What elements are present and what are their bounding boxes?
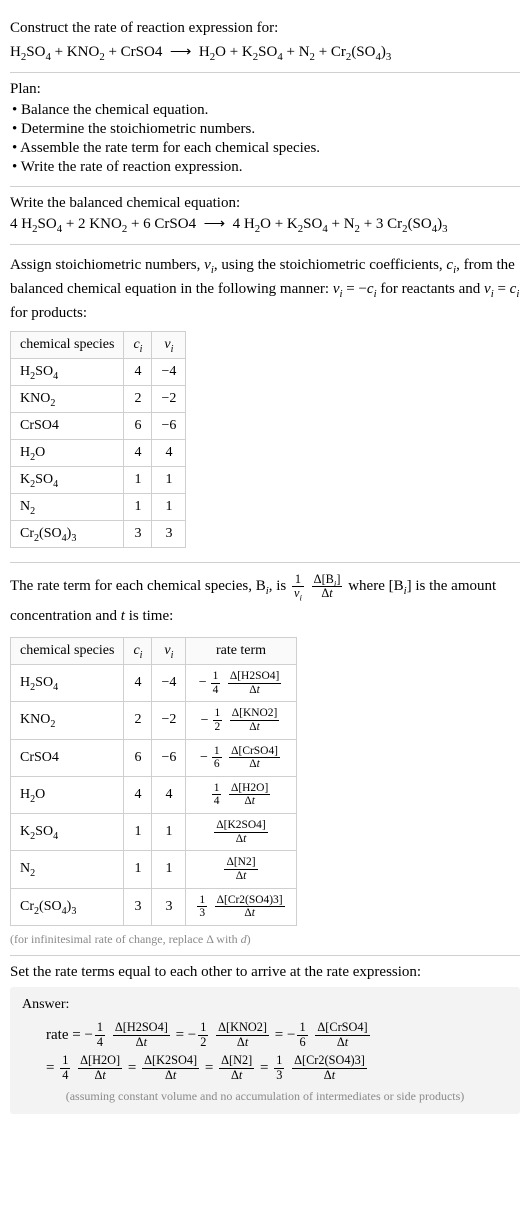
cell-species: H2SO4 xyxy=(11,359,124,386)
cell-c: 1 xyxy=(124,467,152,494)
answer-rate: rate = −14 Δ[H2SO4]Δt = −12 Δ[KNO2]Δt = … xyxy=(46,1019,508,1085)
cell-nu: −2 xyxy=(152,386,186,413)
table-row: H2SO44−4 xyxy=(11,359,186,386)
table-row: N211 xyxy=(11,494,186,521)
cell-species: K2SO4 xyxy=(11,467,124,494)
table-row: K2SO411Δ[K2SO4]Δt xyxy=(11,814,297,851)
balanced-section: Write the balanced chemical equation: 4 … xyxy=(10,187,520,245)
cell-species: Cr2(SO4)3 xyxy=(11,888,124,925)
plan-item: • Balance the chemical equation. xyxy=(12,102,520,119)
intro-prompt: Construct the rate of reaction expressio… xyxy=(10,16,520,40)
cell-term: −16 Δ[CrSO4]Δt xyxy=(186,739,296,776)
stoich-section: Assign stoichiometric numbers, νi, using… xyxy=(10,245,520,563)
table-row: KNO22−2−12 Δ[KNO2]Δt xyxy=(11,702,297,739)
table-row: H2SO44−4−14 Δ[H2SO4]Δt xyxy=(11,665,297,702)
balanced-equation: 4 H2SO4 + 2 KNO2 + 6 CrSO4 ⟶ 4 H2O + K2S… xyxy=(10,212,520,236)
table-row: H2O4414 Δ[H2O]Δt xyxy=(11,776,297,813)
cell-nu: −6 xyxy=(152,739,186,776)
col-c: ci xyxy=(124,332,152,359)
col-nu: νi xyxy=(152,332,186,359)
col-nu: νi xyxy=(152,638,186,665)
final-section: Set the rate terms equal to each other t… xyxy=(10,956,520,1122)
cell-c: 3 xyxy=(124,521,152,548)
col-species: chemical species xyxy=(11,638,124,665)
stoich-table: chemical species ci νi H2SO44−4KNO22−2Cr… xyxy=(10,331,186,548)
col-c: ci xyxy=(124,638,152,665)
answer-label: Answer: xyxy=(22,997,508,1013)
cell-c: 2 xyxy=(124,702,152,739)
cell-term: Δ[N2]Δt xyxy=(186,851,296,888)
cell-nu: 1 xyxy=(152,467,186,494)
col-term: rate term xyxy=(186,638,296,665)
table-row: N211Δ[N2]Δt xyxy=(11,851,297,888)
cell-nu: −4 xyxy=(152,665,186,702)
cell-term: −14 Δ[H2SO4]Δt xyxy=(186,665,296,702)
cell-c: 4 xyxy=(124,665,152,702)
cell-c: 4 xyxy=(124,776,152,813)
rate-intro: The rate term for each chemical species,… xyxy=(10,571,520,631)
table-row: Cr2(SO4)333 xyxy=(11,521,186,548)
table-row: KNO22−2 xyxy=(11,386,186,413)
rate-table: chemical species ci νi rate term H2SO44−… xyxy=(10,637,297,926)
cell-c: 3 xyxy=(124,888,152,925)
cell-c: 1 xyxy=(124,814,152,851)
table-row: K2SO411 xyxy=(11,467,186,494)
cell-species: N2 xyxy=(11,494,124,521)
cell-species: K2SO4 xyxy=(11,814,124,851)
cell-term: Δ[K2SO4]Δt xyxy=(186,814,296,851)
cell-species: H2SO4 xyxy=(11,665,124,702)
cell-species: CrSO4 xyxy=(11,739,124,776)
cell-c: 1 xyxy=(124,494,152,521)
final-prompt: Set the rate terms equal to each other t… xyxy=(10,964,520,981)
cell-species: Cr2(SO4)3 xyxy=(11,521,124,548)
rate-term-section: The rate term for each chemical species,… xyxy=(10,563,520,956)
cell-nu: 4 xyxy=(152,776,186,813)
cell-term: 13 Δ[Cr2(SO4)3]Δt xyxy=(186,888,296,925)
cell-species: H2O xyxy=(11,776,124,813)
cell-nu: −4 xyxy=(152,359,186,386)
table-row: CrSO46−6 xyxy=(11,413,186,440)
table-row: Cr2(SO4)33313 Δ[Cr2(SO4)3]Δt xyxy=(11,888,297,925)
cell-species: CrSO4 xyxy=(11,413,124,440)
intro-equation: H2SO4 + KNO2 + CrSO4 ⟶ H2O + K2SO4 + N2 … xyxy=(10,40,520,64)
cell-species: N2 xyxy=(11,851,124,888)
cell-c: 6 xyxy=(124,739,152,776)
plan-list: • Balance the chemical equation. • Deter… xyxy=(12,102,520,176)
col-species: chemical species xyxy=(11,332,124,359)
cell-nu: 1 xyxy=(152,494,186,521)
cell-species: KNO2 xyxy=(11,386,124,413)
cell-c: 2 xyxy=(124,386,152,413)
plan-item: • Write the rate of reaction expression. xyxy=(12,159,520,176)
cell-c: 4 xyxy=(124,359,152,386)
cell-term: 14 Δ[H2O]Δt xyxy=(186,776,296,813)
plan-item: • Determine the stoichiometric numbers. xyxy=(12,121,520,138)
cell-c: 6 xyxy=(124,413,152,440)
plan-title: Plan: xyxy=(10,81,520,98)
cell-species: H2O xyxy=(11,440,124,467)
answer-note: (assuming constant volume and no accumul… xyxy=(22,1089,508,1104)
table-header-row: chemical species ci νi xyxy=(11,332,186,359)
table-header-row: chemical species ci νi rate term xyxy=(11,638,297,665)
intro-section: Construct the rate of reaction expressio… xyxy=(10,8,520,73)
stoich-text: Assign stoichiometric numbers, νi, using… xyxy=(10,253,520,325)
cell-c: 1 xyxy=(124,851,152,888)
cell-nu: 3 xyxy=(152,521,186,548)
cell-nu: 1 xyxy=(152,851,186,888)
answer-box: Answer: rate = −14 Δ[H2SO4]Δt = −12 Δ[KN… xyxy=(10,987,520,1114)
cell-nu: 4 xyxy=(152,440,186,467)
cell-nu: −6 xyxy=(152,413,186,440)
cell-species: KNO2 xyxy=(11,702,124,739)
cell-c: 4 xyxy=(124,440,152,467)
cell-term: −12 Δ[KNO2]Δt xyxy=(186,702,296,739)
plan-section: Plan: • Balance the chemical equation. •… xyxy=(10,73,520,187)
rate-footnote: (for infinitesimal rate of change, repla… xyxy=(10,932,520,947)
table-row: H2O44 xyxy=(11,440,186,467)
balanced-title: Write the balanced chemical equation: xyxy=(10,195,520,212)
table-row: CrSO46−6−16 Δ[CrSO4]Δt xyxy=(11,739,297,776)
cell-nu: 1 xyxy=(152,814,186,851)
plan-item: • Assemble the rate term for each chemic… xyxy=(12,140,520,157)
cell-nu: −2 xyxy=(152,702,186,739)
cell-nu: 3 xyxy=(152,888,186,925)
